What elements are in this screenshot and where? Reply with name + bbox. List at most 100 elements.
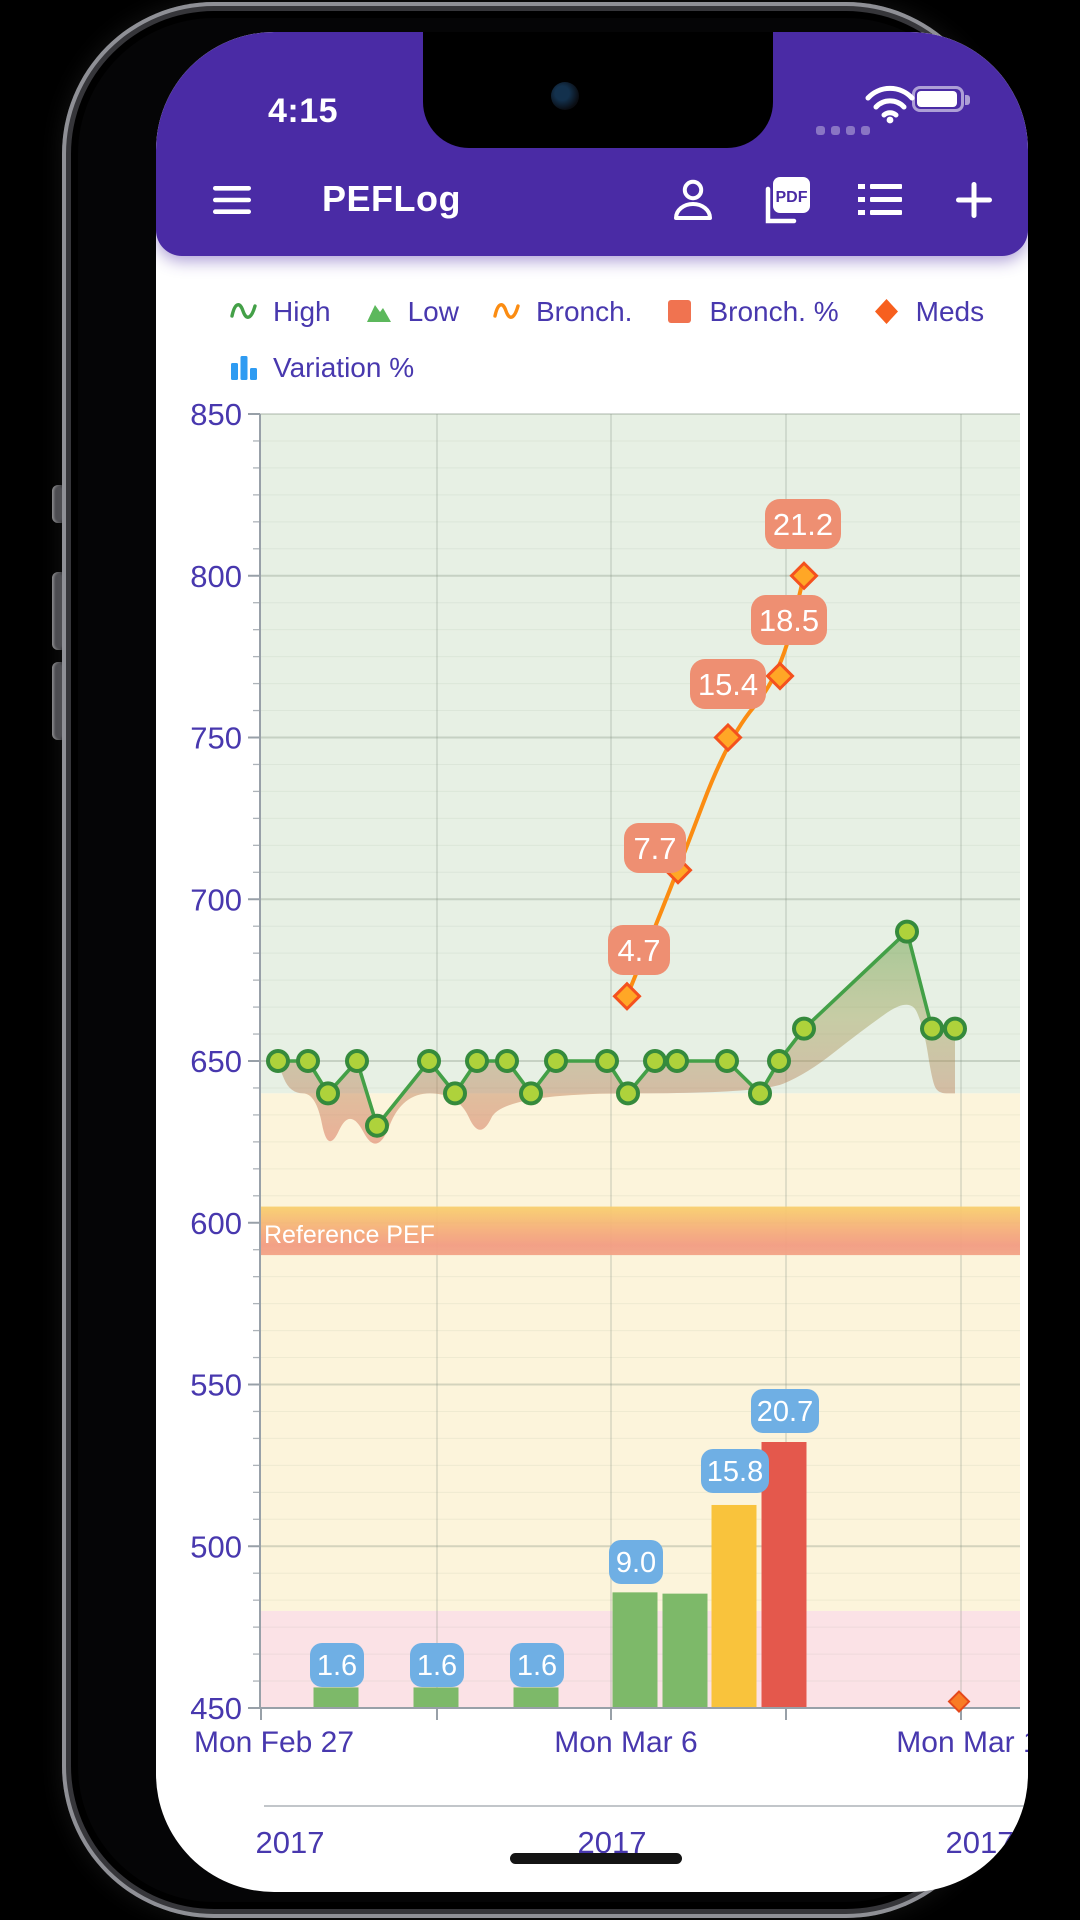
y-axis-label: 550 bbox=[190, 1368, 242, 1403]
diamond-icon bbox=[874, 299, 898, 324]
variation-data-label bbox=[510, 1643, 564, 1687]
x-axis-year-label: 2017 bbox=[946, 1825, 1015, 1860]
high-point-marker[interactable] bbox=[665, 1049, 689, 1073]
variation-data-label bbox=[701, 1449, 769, 1493]
app-bar: PEFLog PDF bbox=[156, 168, 1028, 232]
area-icon bbox=[366, 305, 391, 322]
high-point-marker[interactable] bbox=[443, 1081, 467, 1106]
variation-data-label bbox=[310, 1643, 364, 1687]
bronch-point-marker[interactable] bbox=[612, 981, 642, 1011]
svg-text:PDF: PDF bbox=[776, 189, 808, 206]
high-point-marker[interactable] bbox=[643, 1049, 667, 1073]
svg-text:1.6: 1.6 bbox=[317, 1650, 357, 1682]
svg-text:21.2: 21.2 bbox=[773, 507, 833, 542]
y-axis-label: 650 bbox=[190, 1044, 242, 1079]
legend-item-variation[interactable]: Variation % bbox=[230, 352, 414, 384]
high-point-marker[interactable] bbox=[715, 1049, 739, 1073]
chart-canvas: Reference PEF 850 800 750 700 650 600 550 500 450… bbox=[190, 397, 1028, 1860]
y-axis-label: 750 bbox=[190, 721, 242, 756]
svg-text:1.6: 1.6 bbox=[517, 1650, 557, 1682]
variation-bar[interactable] bbox=[761, 1442, 807, 1708]
pef-chart: Reference PEF 850 800 750 700 650 600 550 500 450… bbox=[156, 282, 1028, 1892]
high-point-marker[interactable] bbox=[616, 1081, 640, 1106]
wave-icon bbox=[230, 303, 257, 319]
entries-list-button[interactable] bbox=[848, 168, 912, 232]
list-icon bbox=[858, 184, 902, 215]
high-point-marker[interactable] bbox=[316, 1081, 340, 1106]
battery-icon bbox=[912, 86, 970, 112]
page-title: PEFLog bbox=[322, 178, 461, 219]
high-point-marker[interactable] bbox=[345, 1049, 369, 1073]
variation-bar[interactable] bbox=[711, 1504, 757, 1708]
series-high-line bbox=[278, 929, 955, 1128]
bronch-data-label bbox=[751, 595, 827, 645]
phone-frame: 4:15 bbox=[62, 2, 1028, 1918]
svg-text:7.7: 7.7 bbox=[633, 831, 676, 866]
svg-text:15.4: 15.4 bbox=[698, 667, 758, 702]
y-axis-label: 800 bbox=[190, 559, 242, 594]
menu-button[interactable] bbox=[202, 168, 262, 232]
svg-text:15.8: 15.8 bbox=[707, 1456, 763, 1488]
high-point-marker[interactable] bbox=[748, 1081, 772, 1106]
square-icon bbox=[668, 300, 692, 323]
variation-bar[interactable] bbox=[313, 1687, 359, 1708]
high-point-marker[interactable] bbox=[544, 1049, 568, 1073]
cellular-signal-icon bbox=[816, 126, 870, 135]
home-indicator bbox=[510, 1853, 682, 1864]
variation-bar[interactable] bbox=[662, 1593, 708, 1708]
high-point-marker[interactable] bbox=[365, 1113, 389, 1138]
high-point-marker[interactable] bbox=[417, 1049, 441, 1073]
status-time: 4:15 bbox=[268, 92, 339, 130]
high-point-marker[interactable] bbox=[266, 1049, 290, 1073]
variation-data-label bbox=[410, 1643, 464, 1687]
x-axis-date-label: Mon Mar 6 bbox=[554, 1726, 697, 1759]
legend-label: Low bbox=[407, 296, 459, 327]
chart-legend: High Low Bronch. Bronch. % Meds Variation % bbox=[156, 296, 1028, 408]
high-point-marker[interactable] bbox=[595, 1049, 619, 1073]
high-point-marker[interactable] bbox=[943, 1016, 967, 1041]
variation-bar[interactable] bbox=[513, 1687, 559, 1708]
high-point-marker[interactable] bbox=[920, 1016, 944, 1041]
high-point-marker[interactable] bbox=[895, 919, 919, 944]
wifi-icon bbox=[864, 84, 916, 129]
legend-item-low[interactable]: Low bbox=[365, 296, 459, 328]
high-point-marker[interactable] bbox=[767, 1049, 791, 1073]
high-point-marker[interactable] bbox=[792, 1016, 816, 1041]
legend-item-high[interactable]: High bbox=[230, 296, 331, 328]
y-axis-label: 700 bbox=[190, 882, 242, 917]
high-point-marker[interactable] bbox=[519, 1081, 543, 1106]
legend-label: Bronch. bbox=[535, 296, 633, 327]
legend-item-bronch[interactable]: Bronch. bbox=[493, 296, 633, 328]
variation-bar[interactable] bbox=[413, 1687, 459, 1708]
x-axis-year-label: 2017 bbox=[256, 1825, 325, 1860]
hamburger-icon bbox=[213, 186, 251, 214]
bronch-data-label bbox=[690, 659, 766, 709]
add-entry-button[interactable] bbox=[942, 168, 1006, 232]
legend-label: Bronch. % bbox=[709, 296, 839, 327]
bronch-point-marker[interactable] bbox=[713, 722, 743, 753]
profile-button[interactable] bbox=[661, 168, 725, 232]
svg-text:20.7: 20.7 bbox=[757, 1396, 813, 1428]
pdf-icon: PDF bbox=[765, 177, 810, 224]
bronch-point-marker[interactable] bbox=[765, 661, 795, 691]
bronch-data-label bbox=[608, 925, 670, 975]
variation-data-label bbox=[609, 1540, 663, 1584]
zone-caution bbox=[260, 1093, 1020, 1611]
variation-bar[interactable] bbox=[612, 1592, 658, 1708]
person-icon bbox=[674, 179, 712, 220]
y-axis-label: 850 bbox=[190, 397, 242, 432]
high-point-marker[interactable] bbox=[465, 1049, 489, 1073]
legend-item-bronch[interactable]: Bronch. % bbox=[666, 296, 839, 328]
x-axis-date-label: Mon Mar 1 bbox=[896, 1726, 1028, 1759]
y-axis-label: 600 bbox=[190, 1206, 242, 1241]
y-axis-label: 450 bbox=[190, 1691, 242, 1726]
y-axis-label: 500 bbox=[190, 1529, 242, 1564]
legend-label: Variation % bbox=[273, 352, 415, 383]
bronch-point-marker[interactable] bbox=[789, 561, 819, 591]
high-point-marker[interactable] bbox=[495, 1049, 519, 1073]
legend-item-meds[interactable]: Meds bbox=[873, 296, 984, 328]
pdf-export-button[interactable]: PDF bbox=[752, 168, 820, 232]
high-point-marker[interactable] bbox=[296, 1049, 320, 1073]
meds-marker[interactable] bbox=[947, 1690, 971, 1713]
